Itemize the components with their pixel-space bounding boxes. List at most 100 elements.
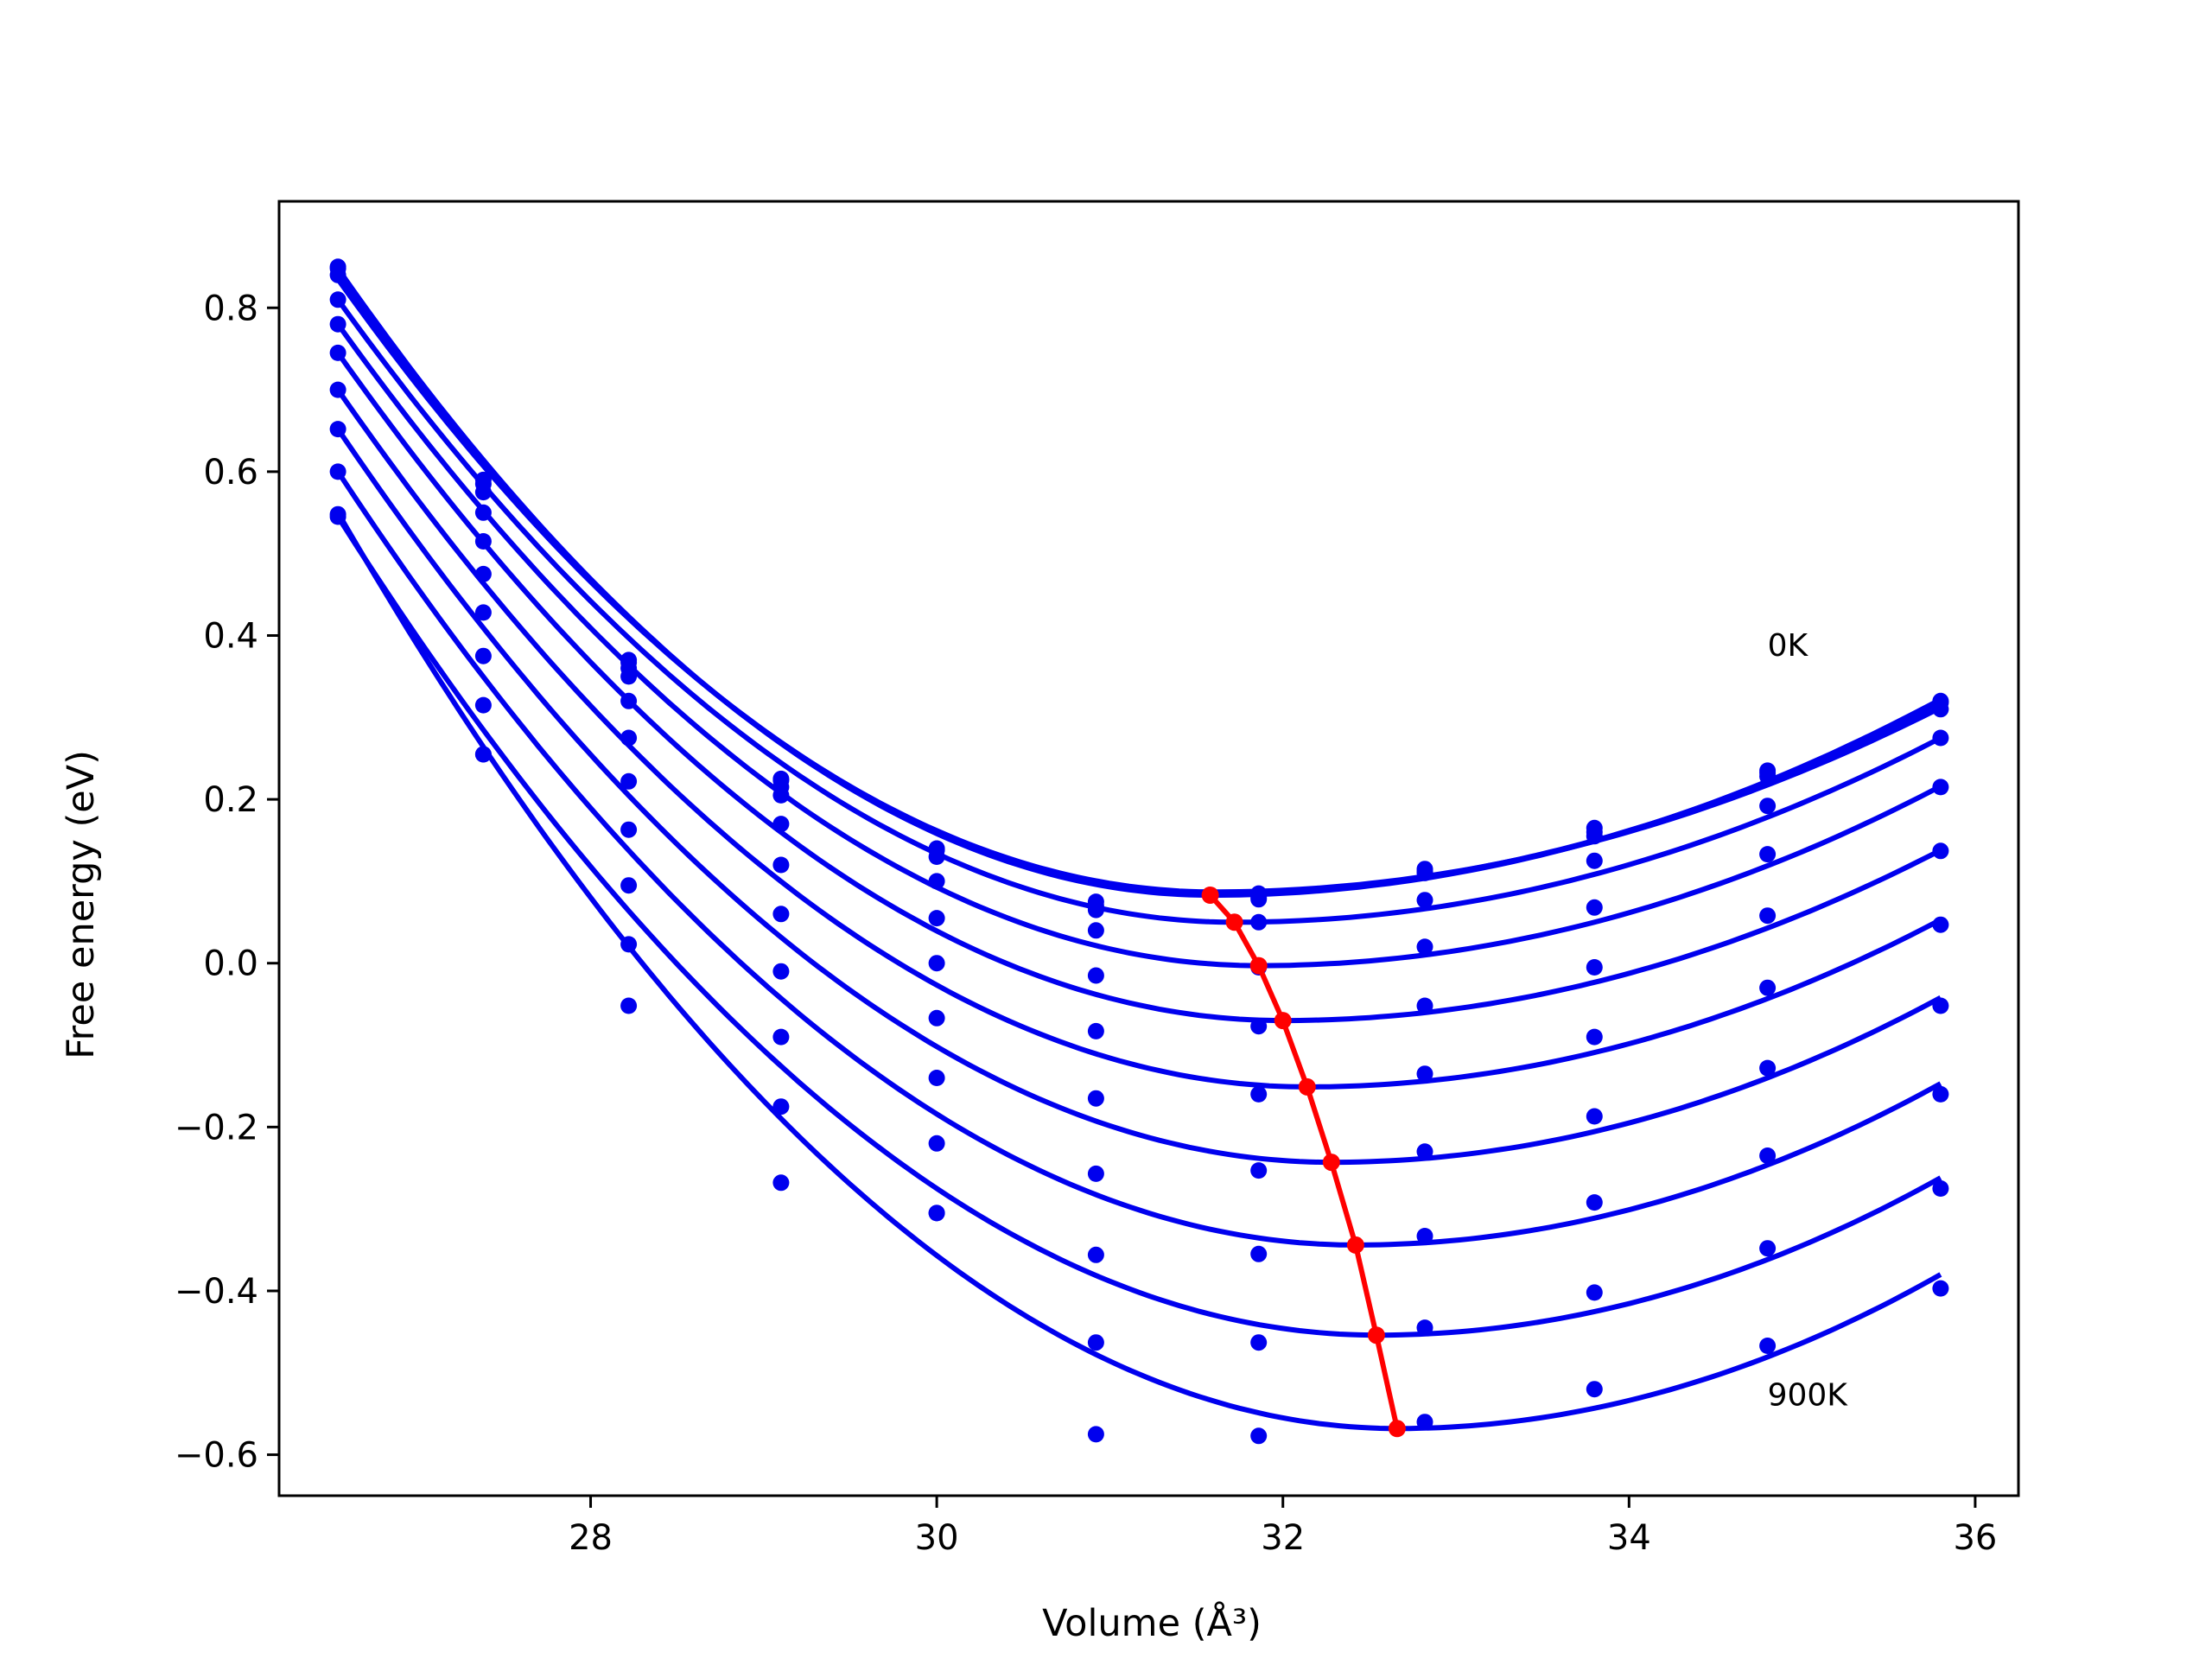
data-point-s8-1 xyxy=(474,696,492,714)
x-tick-label-3: 34 xyxy=(1607,1518,1651,1558)
data-point-s4-0 xyxy=(329,315,346,333)
data-point-s7-6 xyxy=(1250,1162,1268,1179)
axes: 28 30 32 34 36 −0.6 −0.4 −0.2 0.0 0.2 0.4 0.6 0.8 xyxy=(175,200,2020,1558)
y-axis-label: Free energy (eV) xyxy=(60,750,103,1059)
data-point-s10-10 xyxy=(1932,1280,1949,1297)
data-point-s7-0 xyxy=(329,421,346,438)
data-point-s7-10 xyxy=(1932,997,1949,1014)
data-point-s10-2 xyxy=(620,997,638,1014)
data-point-s2-1 xyxy=(474,484,492,501)
data-point-s3-5 xyxy=(1087,922,1104,939)
data-point-s6-1 xyxy=(474,604,492,621)
data-point-s4-1 xyxy=(474,533,492,550)
data-point-s10-9 xyxy=(1759,1338,1777,1354)
minimum-point-7 xyxy=(1367,1326,1385,1344)
data-point-s4-10 xyxy=(1932,779,1949,796)
minimum-point-3 xyxy=(1274,1012,1292,1030)
data-point-s7-9 xyxy=(1759,1059,1777,1077)
data-point-s5-6 xyxy=(1250,1018,1268,1035)
data-point-s2-7 xyxy=(1416,864,1433,881)
x-tick-label-2: 32 xyxy=(1261,1518,1305,1558)
fit-curve-8 xyxy=(335,470,1942,1248)
data-point-s6-6 xyxy=(1250,1085,1268,1103)
data-point-s3-10 xyxy=(1932,729,1949,747)
data-point-s4-7 xyxy=(1416,938,1433,956)
minimum-point-1 xyxy=(1225,913,1243,931)
y-tick-label-2: −0.2 xyxy=(175,1108,258,1147)
fit-curve-7 xyxy=(335,427,1942,1166)
annotation-1: 900K xyxy=(1768,1378,1849,1414)
data-point-s2-0 xyxy=(329,266,346,283)
data-point-s3-8 xyxy=(1586,852,1603,869)
fit-curve-10 xyxy=(335,511,1942,1432)
data-point-s4-8 xyxy=(1586,899,1603,916)
minimum-point-6 xyxy=(1346,1236,1364,1254)
data-point-s6-9 xyxy=(1759,979,1777,996)
data-point-s6-8 xyxy=(1586,1028,1603,1046)
data-point-s10-6 xyxy=(1250,1427,1268,1445)
data-point-s7-1 xyxy=(474,647,492,664)
data-point-s2-8 xyxy=(1586,828,1603,845)
data-point-s4-2 xyxy=(620,692,638,709)
data-point-s9-3 xyxy=(772,1098,790,1116)
data-point-s2-9 xyxy=(1759,768,1777,785)
data-point-s5-0 xyxy=(329,344,346,361)
data-point-s3-0 xyxy=(329,291,346,308)
data-point-s5-2 xyxy=(620,729,638,747)
data-point-s5-10 xyxy=(1932,842,1949,860)
data-point-s6-10 xyxy=(1932,916,1949,933)
minimum-point-5 xyxy=(1322,1154,1340,1172)
fit-curve-6 xyxy=(335,388,1942,1090)
x-tick-label-0: 28 xyxy=(569,1518,613,1558)
data-point-s3-1 xyxy=(474,504,492,521)
data-point-s4-5 xyxy=(1087,967,1104,984)
data-point-s5-1 xyxy=(474,565,492,582)
x-tick-label-4: 36 xyxy=(1953,1518,1997,1558)
y-tick-label-6: 0.6 xyxy=(203,453,258,493)
fit-curve-9 xyxy=(335,515,1942,1338)
data-point-s8-10 xyxy=(1932,1085,1949,1103)
data-point-s5-9 xyxy=(1759,907,1777,925)
y-tick-label-7: 0.8 xyxy=(203,289,258,328)
data-point-s8-2 xyxy=(620,877,638,894)
data-point-s7-5 xyxy=(1087,1165,1104,1182)
plot-area: 0K 900K xyxy=(329,258,1949,1445)
data-point-s10-8 xyxy=(1586,1381,1603,1398)
x-axis-label: Volume (Å³) xyxy=(1042,1601,1262,1645)
data-point-s3-9 xyxy=(1759,798,1777,815)
data-point-s8-6 xyxy=(1250,1245,1268,1262)
data-point-s8-8 xyxy=(1586,1194,1603,1211)
data-point-s9-2 xyxy=(620,936,638,953)
data-point-s6-4 xyxy=(928,1009,945,1027)
data-point-s9-9 xyxy=(1759,1240,1777,1257)
annotation-0: 0K xyxy=(1768,628,1809,664)
fit-curve-5 xyxy=(335,351,1942,1024)
y-tick-label-0: −0.6 xyxy=(175,1436,258,1476)
data-point-s2-6 xyxy=(1250,891,1268,908)
minimum-point-0 xyxy=(1201,887,1219,904)
data-point-s9-8 xyxy=(1586,1284,1603,1301)
data-point-s5-5 xyxy=(1087,1022,1104,1039)
minimum-point-4 xyxy=(1298,1077,1316,1096)
data-point-s4-4 xyxy=(928,910,945,927)
data-point-s9-7 xyxy=(1416,1319,1433,1337)
y-tick-label-4: 0.2 xyxy=(203,780,258,820)
data-point-s2-10 xyxy=(1932,701,1949,718)
data-point-s8-7 xyxy=(1416,1228,1433,1244)
data-point-s10-5 xyxy=(1087,1426,1104,1443)
data-point-s6-5 xyxy=(1087,1090,1104,1107)
data-point-s3-2 xyxy=(620,668,638,685)
data-point-s8-0 xyxy=(329,463,346,480)
data-point-s8-5 xyxy=(1087,1246,1104,1263)
data-point-s7-4 xyxy=(928,1070,945,1086)
data-point-s5-8 xyxy=(1586,959,1603,976)
data-point-s2-4 xyxy=(928,849,945,865)
data-point-s5-7 xyxy=(1416,997,1433,1014)
data-point-s9-6 xyxy=(1250,1334,1268,1351)
data-point-s6-7 xyxy=(1416,1065,1433,1083)
data-point-s7-8 xyxy=(1586,1108,1603,1125)
data-point-s8-3 xyxy=(772,1028,790,1046)
data-point-s3-6 xyxy=(1250,913,1268,931)
